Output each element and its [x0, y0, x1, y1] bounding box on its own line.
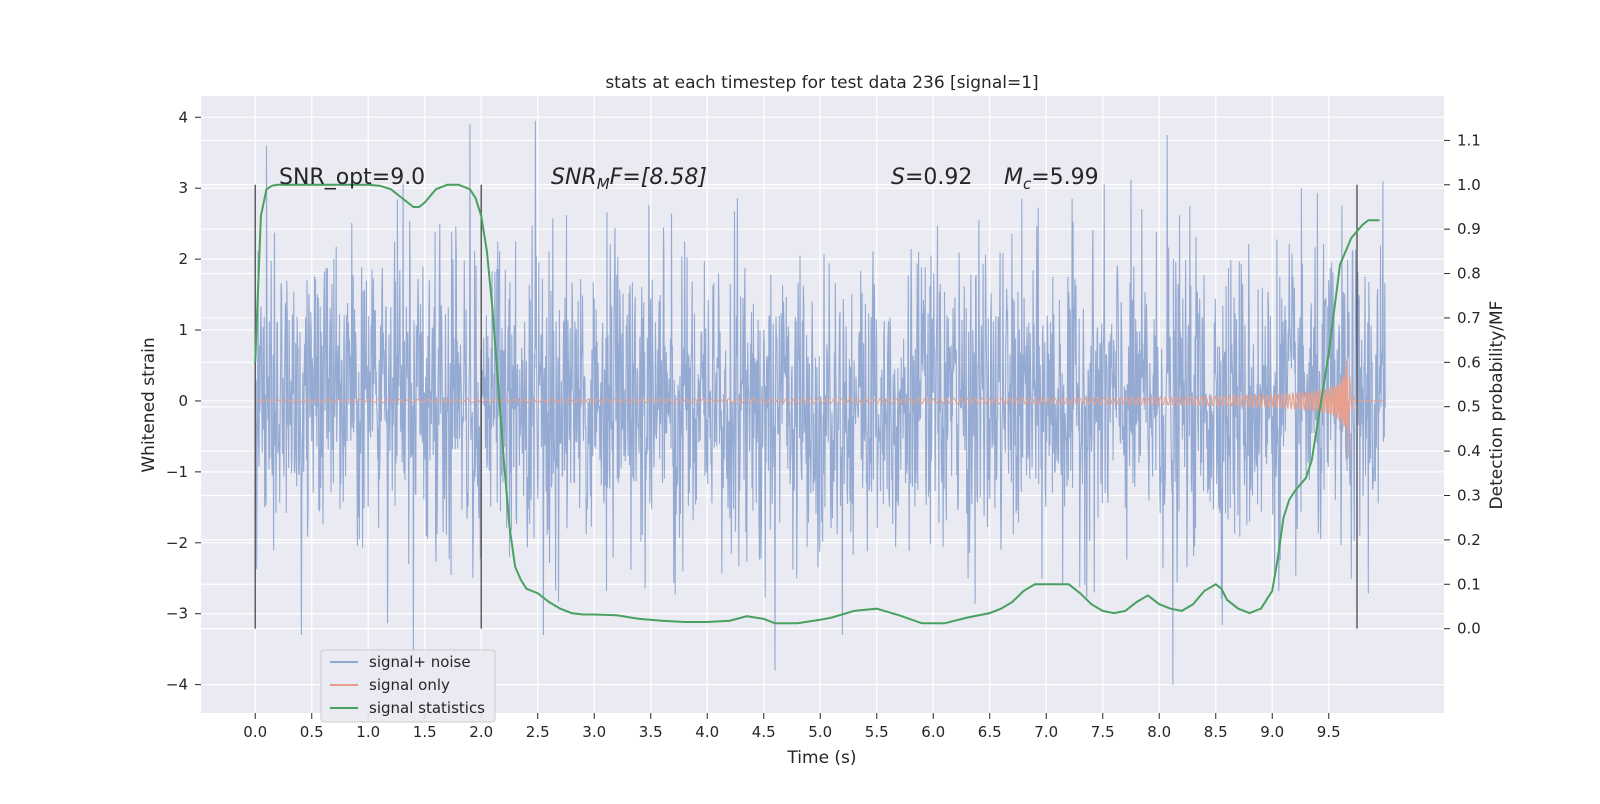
x-tick-label: 3.0	[582, 723, 606, 741]
x-tick-label: 2.0	[469, 723, 493, 741]
signal-noise-line	[254, 120, 1386, 685]
mc-annotation: Mc=5.99	[1004, 165, 1099, 193]
x-tick-label: 8.5	[1204, 723, 1228, 741]
x-tick-label: 4.0	[695, 723, 719, 741]
x-tick-label: 1.5	[413, 723, 437, 741]
y2-tick-label: 0.5	[1457, 398, 1481, 416]
signal-only-line	[254, 358, 1385, 459]
y2-tick-label: 1.1	[1457, 131, 1481, 149]
snr-mf-value: F=[8.58]	[610, 165, 707, 190]
snr-mf-label: SNR	[551, 165, 597, 190]
y2-tick-label: 0.2	[1457, 531, 1481, 549]
y2-tick-label: 0.9	[1457, 220, 1481, 238]
y2-tick-label: 0.8	[1457, 265, 1481, 283]
y-tick-label: 1	[178, 321, 188, 339]
x-tick-label: 5.0	[808, 723, 832, 741]
y2-tick-label: 0.6	[1457, 353, 1481, 371]
y2-tick-label: 0.7	[1457, 309, 1481, 327]
signal-statistics-series	[254, 183, 1380, 625]
y-tick-label: −4	[166, 676, 188, 694]
legend: signal+ noise signal only signal statist…	[320, 649, 496, 723]
x-tick-label: 0.5	[300, 723, 324, 741]
x-tick-label: 9.0	[1260, 723, 1284, 741]
annotations: SNR_opt=9.0 SNRMF=[8.58] S=0.92 Mc=5.99	[279, 165, 1099, 193]
y-tick-label: 3	[178, 179, 188, 197]
mc-label: M	[1004, 165, 1023, 190]
signal-noise-series	[254, 120, 1386, 685]
y-tick-label: −2	[166, 534, 188, 552]
y-axis-label: Whitened strain	[139, 337, 159, 472]
legend-label-signal-statistics: signal statistics	[369, 699, 485, 717]
signal-only-series	[254, 358, 1385, 459]
y2-axis-ticks: 1.1 1.0 0.9 0.8 0.7 0.6 0.5 0.4 0.3 0.2 0.1 0.0	[1444, 131, 1481, 638]
x-tick-label: 7.0	[1034, 723, 1058, 741]
s-label: S	[891, 165, 905, 190]
y-tick-label: −1	[166, 463, 188, 481]
s-annotation: S=0.92	[891, 165, 972, 190]
y-axis-ticks: 4 3 2 1 0 −1 −2 −3 −4	[166, 108, 201, 694]
y-tick-label: −3	[166, 605, 188, 623]
legend-box	[320, 649, 496, 723]
y-tick-label: 4	[178, 108, 188, 126]
y2-tick-label: 1.0	[1457, 176, 1481, 194]
y2-tick-label: 0.4	[1457, 442, 1481, 460]
s-value: =0.92	[905, 165, 972, 190]
snr-mf-annotation: SNRMF=[8.58]	[551, 165, 707, 193]
x-tick-label: 7.5	[1091, 723, 1115, 741]
x-tick-label: 6.5	[978, 723, 1002, 741]
y-tick-label: 0	[178, 392, 188, 410]
x-tick-label: 3.5	[639, 723, 663, 741]
vertical-markers	[254, 184, 1358, 629]
y2-axis-label: Detection probability/MF	[1487, 301, 1507, 510]
signal-statistics-line	[254, 183, 1380, 625]
y2-tick-label: 0.3	[1457, 486, 1481, 504]
x-axis-label: Time (s)	[786, 748, 856, 768]
x-tick-label: 2.5	[526, 723, 550, 741]
y2-tick-label: 0.0	[1457, 620, 1481, 638]
legend-label-signal-only: signal only	[369, 676, 450, 694]
snr-opt-annotation: SNR_opt=9.0	[279, 165, 425, 190]
x-tick-label: 8.0	[1147, 723, 1171, 741]
x-tick-label: 4.5	[752, 723, 776, 741]
legend-label-signal-noise: signal+ noise	[369, 653, 471, 671]
mc-subscript: c	[1023, 175, 1032, 193]
mc-value: =5.99	[1031, 165, 1098, 190]
x-tick-label: 5.5	[865, 723, 889, 741]
x-tick-label: 6.0	[921, 723, 945, 741]
x-tick-label: 9.5	[1317, 723, 1341, 741]
chart-title: stats at each timestep for test data 236…	[605, 73, 1038, 93]
y2-tick-label: 0.1	[1457, 575, 1481, 593]
x-axis-ticks: 0.0 0.5 1.0 1.5 2.0 2.5 3.0 3.5 4.0 4.5 5.0 5.5 6.0 6…	[243, 713, 1341, 741]
y-tick-label: 2	[178, 250, 188, 268]
x-tick-label: 1.0	[356, 723, 380, 741]
x-tick-label: 0.0	[243, 723, 267, 741]
snr-mf-subscript: M	[597, 175, 610, 193]
